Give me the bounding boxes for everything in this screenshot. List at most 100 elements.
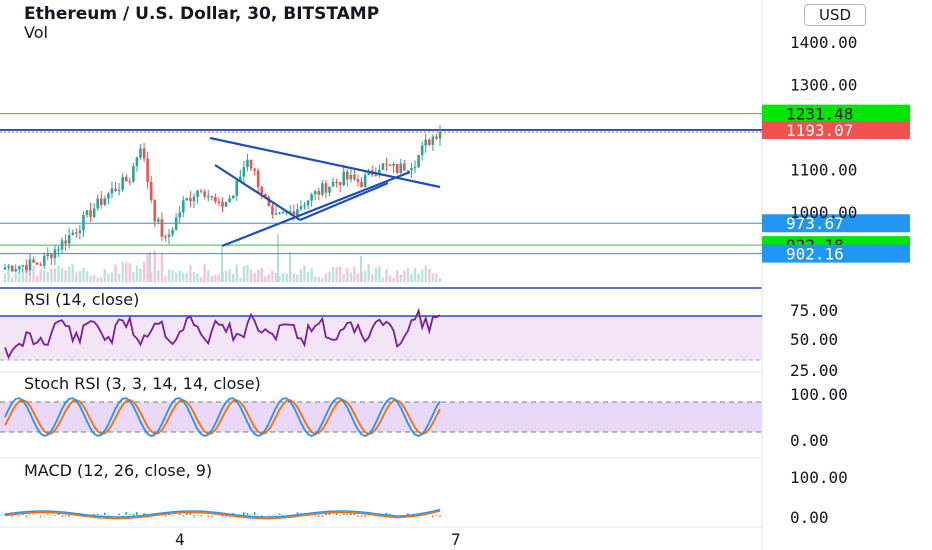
volume-bar: [324, 273, 328, 282]
macd-histogram-bar: [43, 515, 46, 517]
macd-histogram-bar: [125, 512, 128, 515]
candle-body: [374, 174, 378, 176]
candle-body: [328, 186, 331, 193]
volume-bar: [189, 265, 192, 282]
candle-body: [17, 266, 21, 270]
candle-body: [324, 183, 328, 193]
macd-histogram-bar: [11, 515, 13, 518]
volume-bar: [349, 272, 353, 282]
price-tag-label: 1231.48: [786, 105, 853, 124]
macd-histogram-bar: [207, 515, 210, 518]
candle-body: [35, 262, 39, 265]
candle-body: [128, 181, 132, 183]
volume-bar: [385, 268, 388, 282]
stoch-axis-tick: 0.00: [790, 431, 829, 450]
volume-bar: [306, 272, 310, 282]
candle-body: [99, 198, 103, 205]
currency-button[interactable]: USD: [804, 4, 866, 26]
candle-body: [342, 171, 346, 185]
volume-bar: [396, 270, 399, 282]
volume-bar: [346, 268, 349, 282]
macd-histogram-bar: [435, 515, 438, 517]
macd-histogram-bar: [250, 514, 252, 515]
volume-bar: [121, 262, 124, 282]
candle-body: [299, 206, 303, 210]
candle-body: [349, 174, 353, 180]
candle-body: [132, 166, 135, 182]
volume-bar: [381, 277, 385, 282]
volume-bar: [217, 274, 221, 282]
macd-histogram-bar: [200, 515, 202, 517]
volume-bar: [360, 256, 362, 282]
candle-body: [64, 240, 67, 244]
volume-bar: [43, 270, 46, 282]
macd-histogram-bar: [54, 515, 56, 517]
candle-body: [164, 236, 167, 238]
volume-bar: [242, 266, 246, 282]
candle-body: [25, 265, 28, 271]
macd-histogram-bar: [350, 513, 352, 515]
candle-body: [385, 163, 388, 165]
volume-bar: [146, 253, 149, 282]
price-tag-label: 902.16: [786, 245, 844, 264]
price-tag: [762, 104, 910, 123]
candle-body: [321, 183, 324, 195]
volume-bar: [199, 277, 203, 282]
candle-body: [46, 254, 50, 257]
macd-histogram-bar: [246, 513, 249, 515]
volume-bar: [39, 269, 42, 282]
candle-body: [107, 193, 110, 199]
triangle-trendlines: [209, 136, 441, 248]
candle-body: [256, 170, 260, 187]
macd-histogram-bar: [61, 515, 63, 518]
volume-bar: [57, 265, 60, 282]
volume-bar: [321, 277, 324, 282]
volume-bar: [378, 266, 381, 282]
candle-body: [7, 266, 10, 268]
macd-histogram-bar: [439, 515, 441, 518]
price-axis-tick: 1100.00: [790, 161, 857, 180]
candle-body: [139, 148, 142, 158]
macd-histogram-bar: [360, 515, 363, 518]
macd-histogram-bar: [325, 512, 327, 515]
candle-body: [167, 234, 171, 237]
volume-bar: [260, 268, 263, 282]
candle-body: [196, 190, 199, 197]
candle-body: [67, 235, 71, 244]
candle-body: [331, 182, 335, 187]
macd-histogram-bar: [328, 512, 331, 515]
rsi-line: [4, 307, 441, 360]
candle-body: [231, 195, 235, 199]
volume-bar: [228, 269, 231, 282]
candle-body: [146, 158, 149, 183]
volume-bar: [96, 277, 99, 282]
price-tag-label: 1193.07: [786, 121, 853, 140]
volume-bar: [50, 268, 53, 282]
chart-title: Ethereum / U.S. Dollar, 30, BITSTAMP: [24, 4, 380, 24]
time-axis-tick: 7: [451, 530, 461, 549]
macd-histogram-bar: [68, 515, 70, 518]
macd-histogram-bar: [271, 515, 274, 516]
candle-body: [75, 232, 78, 234]
volume-bar: [363, 270, 367, 282]
candle-body: [85, 210, 89, 215]
candle-body: [28, 259, 32, 271]
volume-bar: [267, 274, 271, 282]
volume-bar: [67, 266, 71, 282]
volume-bar: [281, 273, 285, 282]
volume-bar: [371, 274, 374, 282]
candle-body: [410, 168, 413, 171]
volume-bar: [277, 234, 279, 282]
macd-histogram-bar: [278, 513, 281, 515]
candle-body: [335, 182, 338, 184]
volume-bar: [424, 265, 427, 282]
macd-histogram-bar: [353, 513, 356, 515]
volume-bar: [289, 252, 291, 282]
candle-body: [214, 196, 217, 202]
candle-body: [32, 259, 35, 263]
volume-bar: [46, 272, 49, 282]
time-axis-tick: 4: [175, 530, 185, 549]
stoch-d-line: [4, 399, 441, 435]
rsi-label: RSI (14, close): [24, 290, 140, 309]
volume-bar: [285, 273, 288, 282]
